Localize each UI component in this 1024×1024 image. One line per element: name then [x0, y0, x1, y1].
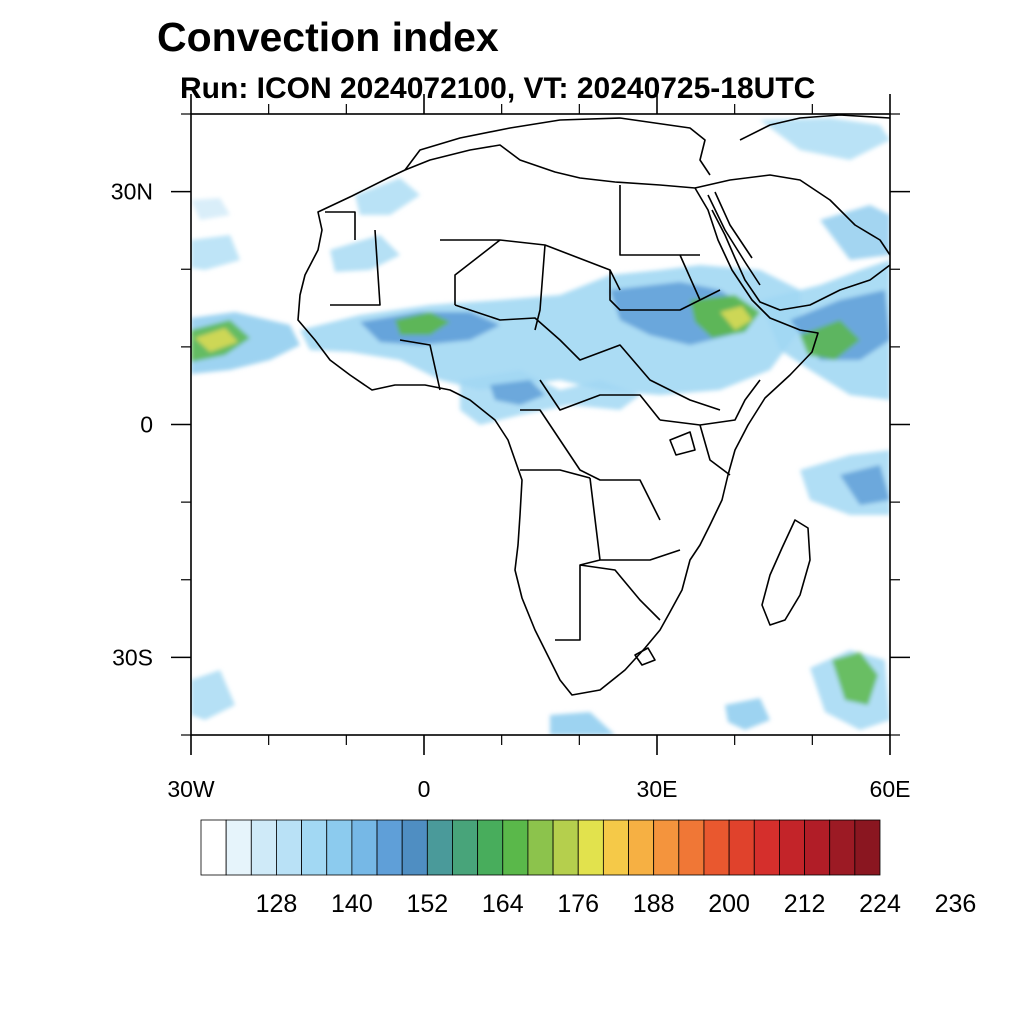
map-axes: 30N 0 30S 30W 0 30E 60E — [111, 94, 911, 802]
colorbar-box — [452, 819, 479, 876]
field-area — [720, 306, 752, 330]
colorbar-box — [250, 819, 277, 876]
field-area — [330, 235, 400, 272]
lake-victoria — [669, 431, 696, 456]
lon-tick-label: 60E — [870, 776, 911, 802]
colorbar-label: 140 — [331, 890, 373, 918]
field-area — [195, 328, 238, 352]
colorbar-label: 128 — [256, 890, 298, 918]
colorbar-label: 200 — [708, 890, 750, 918]
lat-tick-label: 30N — [111, 179, 153, 205]
field-area — [355, 178, 420, 215]
field-area — [191, 670, 235, 720]
colorbar-box — [351, 819, 378, 876]
colorbar: 128 140 152 164 176 188 200 212 224 236 — [200, 819, 977, 918]
colorbar-box — [477, 819, 504, 876]
border — [325, 185, 761, 641]
field-area — [725, 698, 770, 730]
chart-title: Convection index — [157, 14, 499, 60]
field-area — [490, 380, 545, 405]
colorbar-label: 236 — [935, 890, 977, 918]
colorbar-box — [653, 819, 680, 876]
colorbar-box — [779, 819, 805, 876]
colorbar-box — [326, 819, 353, 876]
arabia-coastline — [694, 174, 890, 311]
red-sea — [707, 191, 761, 286]
colorbar-box — [678, 819, 705, 876]
colorbar-label: 224 — [859, 890, 901, 918]
lon-tick-label: 30E — [637, 776, 678, 802]
lon-tick-label: 0 — [418, 776, 431, 802]
colorbar-label: 188 — [633, 890, 675, 918]
lon-tick-label: 30W — [167, 776, 215, 802]
colorbar-box — [804, 819, 831, 876]
colorbar-box — [552, 819, 579, 876]
lat-tick-label: 0 — [140, 412, 153, 438]
colorbar-label: 212 — [784, 890, 826, 918]
colorbar-box — [225, 819, 252, 876]
colorbar-box — [502, 819, 529, 876]
colorbar-label: 176 — [557, 890, 599, 918]
field-area — [395, 312, 450, 335]
colorbar-box — [527, 819, 554, 876]
africa-coastline — [297, 144, 819, 696]
field-area — [800, 320, 860, 360]
field-area — [191, 198, 230, 220]
colorbar-box — [200, 819, 227, 876]
coastlines — [297, 114, 890, 696]
madagascar-coastline — [761, 519, 811, 626]
colorbar-box — [577, 819, 604, 876]
colorbar-box — [728, 819, 755, 876]
colorbar-box — [301, 819, 328, 876]
colorbar-label: 152 — [406, 890, 448, 918]
lesotho — [634, 647, 656, 666]
convection-field — [191, 118, 890, 735]
colorbar-box — [276, 819, 302, 876]
field-area — [840, 465, 890, 505]
field-area — [820, 205, 890, 260]
colorbar-label: 164 — [482, 890, 524, 918]
colorbar-box — [753, 819, 780, 876]
field-area — [760, 118, 890, 160]
chart-subtitle: Run: ICON 2024072100, VT: 20240725-18UTC — [180, 72, 816, 105]
colorbar-box — [829, 819, 856, 876]
colorbar-box — [628, 819, 655, 876]
field-area — [191, 235, 240, 270]
lat-tick-label: 30S — [112, 644, 153, 670]
field-area — [832, 652, 878, 705]
field-area — [550, 712, 615, 735]
colorbar-box — [703, 819, 730, 876]
colorbar-box — [401, 819, 428, 876]
colorbar-box — [376, 819, 403, 876]
colorbar-box — [854, 819, 881, 876]
europe-coastline — [404, 114, 890, 176]
colorbar-box — [602, 819, 629, 876]
colorbar-box — [426, 819, 453, 876]
